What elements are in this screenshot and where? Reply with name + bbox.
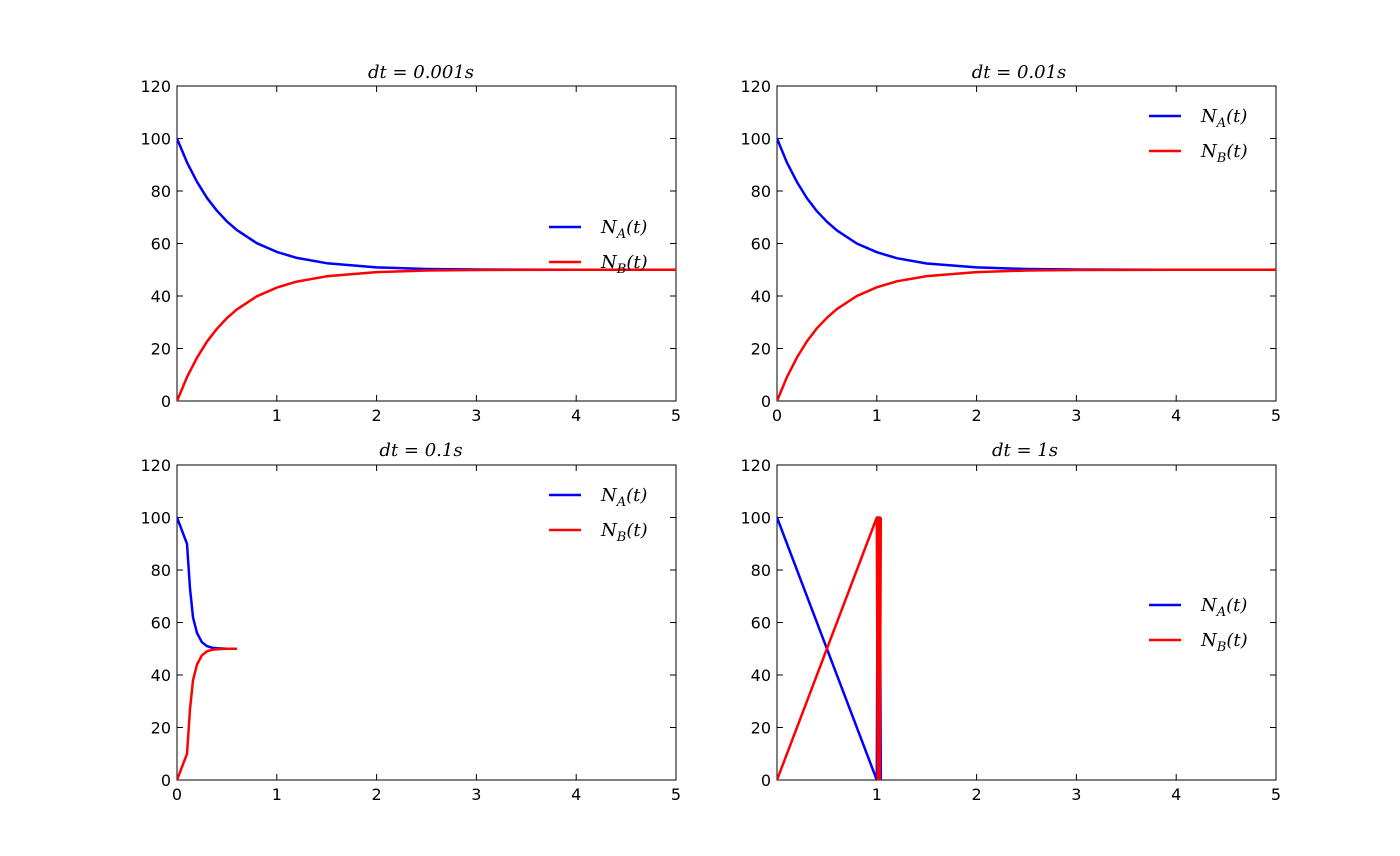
y-tick-label: 100	[740, 130, 771, 149]
legend-label: NA(t)	[1200, 106, 1247, 131]
y-tick-label: 80	[151, 561, 171, 580]
x-axis: 1 2 3 4 5	[272, 86, 681, 425]
legend-label: NB(t)	[600, 520, 648, 545]
x-tick-label: 3	[471, 406, 481, 425]
y-axis: 0 20 40 60 80 100 120	[740, 456, 1276, 790]
legend-label: NB(t)	[1200, 630, 1248, 655]
x-tick-label: 2	[372, 785, 382, 804]
y-tick-label: 120	[140, 77, 171, 96]
y-tick-label: 80	[751, 561, 771, 580]
y-tick-label: 100	[140, 130, 171, 149]
plot-area	[176, 464, 677, 781]
y-tick-label: 0	[161, 392, 171, 411]
legend: NA(t) NB(t)	[1149, 106, 1248, 166]
y-tick-label: 120	[740, 456, 771, 475]
x-tick-label: 5	[1271, 785, 1281, 804]
y-tick-label: 120	[140, 456, 171, 475]
legend: NA(t) NB(t)	[549, 485, 648, 545]
y-axis: 0 20 40 60 80 100 120	[740, 77, 1276, 411]
series-lines	[777, 138, 1276, 401]
x-tick-label: 4	[571, 785, 581, 804]
y-tick-label: 100	[740, 509, 771, 528]
x-tick-label: 1	[272, 785, 282, 804]
series-line-nb	[177, 268, 676, 401]
y-tick-label: 60	[151, 235, 171, 254]
x-tick-label: 0	[772, 406, 782, 425]
y-tick-label: 120	[740, 77, 771, 96]
panel-title: dt = 0.1s	[379, 440, 462, 461]
panel-title: dt = 1s	[992, 440, 1058, 461]
x-tick-label: 5	[671, 406, 681, 425]
legend-label: NA(t)	[1200, 595, 1247, 620]
x-tick-label: 1	[272, 406, 282, 425]
y-tick-label: 20	[751, 340, 771, 359]
plot-area	[176, 85, 677, 402]
panel-title: dt = 0.01s	[972, 62, 1067, 83]
y-tick-label: 40	[151, 666, 171, 685]
x-tick-label: 4	[571, 406, 581, 425]
y-tick-label: 0	[161, 771, 171, 790]
panel-title: dt = 0.001s	[368, 62, 474, 83]
x-tick-label: 1	[872, 406, 882, 425]
x-tick-label: 4	[1171, 785, 1181, 804]
x-tick-label: 5	[1271, 406, 1281, 425]
x-tick-label: 0	[172, 785, 182, 804]
legend: NA(t) NB(t)	[1149, 595, 1248, 655]
legend: NA(t) NB(t)	[549, 217, 648, 277]
panel-dt-0.1: dt = 0.1s 0 1 2 3 4 5 0 20 40 60 80 100 120 NA(t) NB…	[140, 440, 681, 804]
y-tick-label: 0	[761, 392, 771, 411]
y-tick-label: 20	[151, 340, 171, 359]
series-line-nb	[777, 268, 1276, 401]
legend-label: NA(t)	[600, 217, 647, 242]
x-axis: 0 1 2 3 4 5	[772, 86, 1281, 425]
y-tick-label: 80	[151, 182, 171, 201]
x-axis: 0 1 2 3 4 5	[172, 465, 681, 804]
y-tick-label: 40	[151, 287, 171, 306]
y-tick-label: 0	[761, 771, 771, 790]
plot-area	[776, 464, 1277, 781]
y-tick-label: 100	[140, 509, 171, 528]
y-tick-label: 20	[151, 719, 171, 738]
plot-area	[776, 85, 1277, 402]
panel-dt-1: dt = 1s 1 2 3 4 5 0 20 40 60 80 100 120 NA(t) NB(t)	[740, 440, 1281, 804]
series-lines	[777, 516, 883, 780]
legend-label: NB(t)	[1200, 141, 1248, 166]
x-tick-label: 2	[972, 785, 982, 804]
y-tick-label: 40	[751, 287, 771, 306]
x-tick-label: 1	[872, 785, 882, 804]
y-tick-label: 40	[751, 666, 771, 685]
y-tick-label: 60	[751, 235, 771, 254]
x-tick-label: 2	[972, 406, 982, 425]
y-tick-label: 60	[751, 614, 771, 633]
series-line-nb	[177, 647, 237, 780]
x-tick-label: 3	[471, 785, 481, 804]
x-tick-label: 4	[1171, 406, 1181, 425]
y-tick-label: 80	[751, 182, 771, 201]
x-tick-label: 2	[372, 406, 382, 425]
x-tick-label: 3	[1071, 406, 1081, 425]
x-tick-label: 5	[671, 785, 681, 804]
y-axis: 0 20 40 60 80 100 120	[140, 456, 676, 790]
y-tick-label: 60	[151, 614, 171, 633]
series-lines	[177, 517, 237, 780]
legend-label: NB(t)	[600, 252, 648, 277]
x-tick-label: 3	[1071, 785, 1081, 804]
y-axis: 0 20 40 60 80 100 120	[140, 77, 676, 411]
series-lines	[177, 138, 676, 401]
series-line-nb	[777, 516, 883, 780]
y-tick-label: 20	[751, 719, 771, 738]
legend-label: NA(t)	[600, 485, 647, 510]
